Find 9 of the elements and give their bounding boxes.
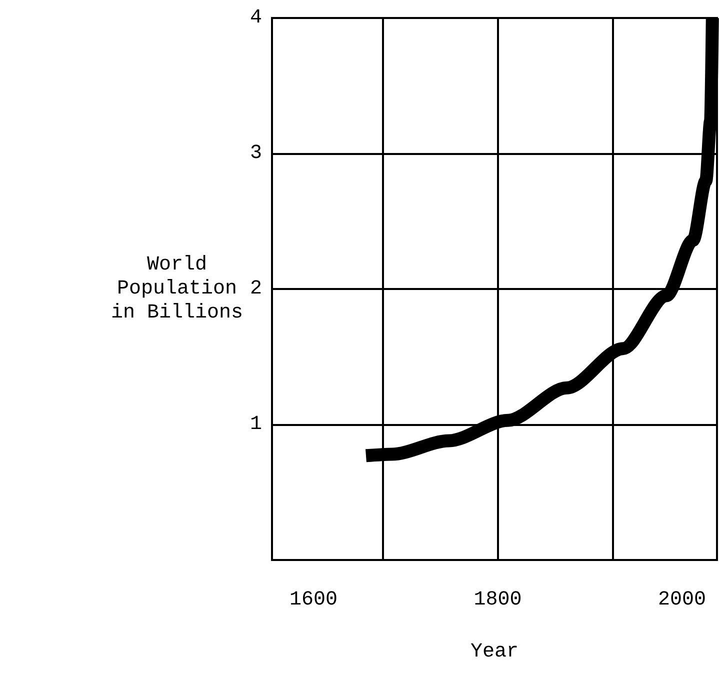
x-tick-label: 1600 [289,588,338,612]
x-tick-label: 1800 [474,588,522,612]
x-tick-label: 2000 [658,588,706,612]
y-axis-title: World Population in Billions [110,254,244,324]
y-tick-label: 2 [250,278,262,300]
y-tick-label: 3 [250,142,262,165]
x-axis-title: Year [470,640,519,664]
y-tick-label: 1 [250,413,262,436]
y-tick-label: 4 [250,6,262,30]
